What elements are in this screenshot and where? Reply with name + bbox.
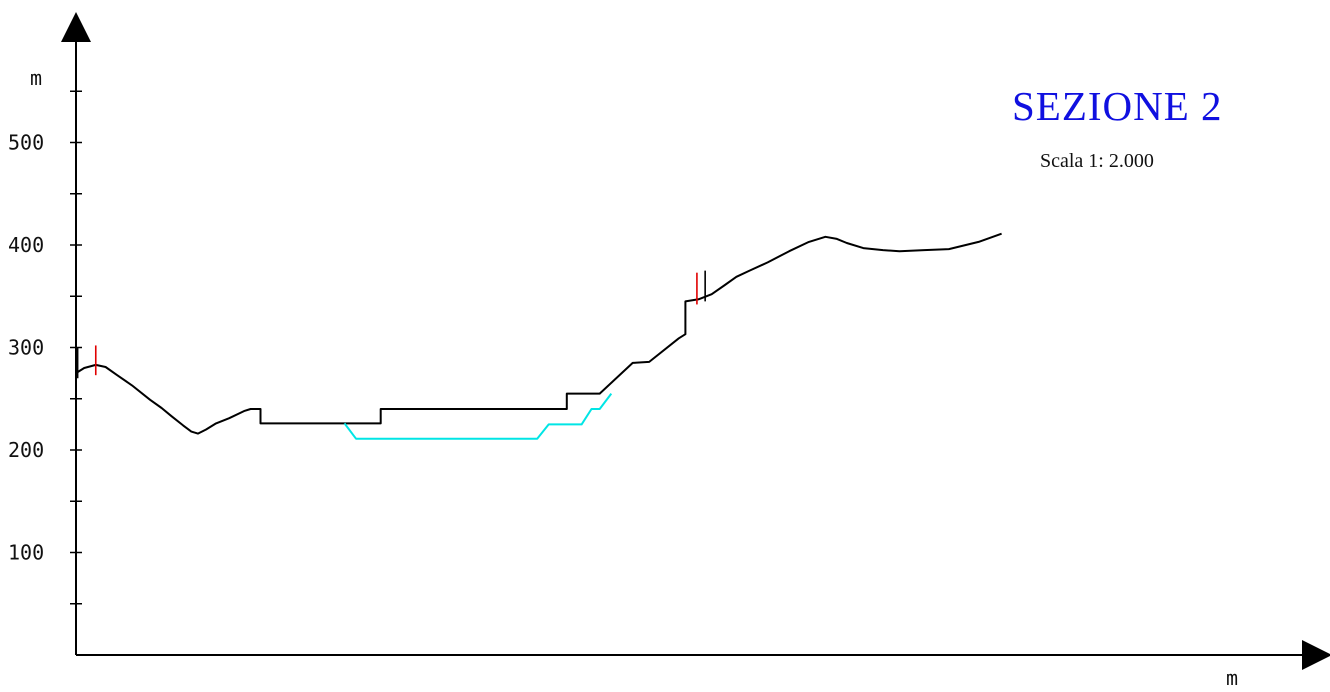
y-tick-label: 100 [8, 541, 44, 565]
y-axis-unit: m [30, 66, 42, 90]
y-tick-label: 300 [8, 336, 44, 360]
y-axis-arrow-icon [61, 12, 91, 42]
x-axis-arrow-icon [1302, 640, 1330, 670]
y-tick-label: 200 [8, 438, 44, 462]
scale-label: Scala 1: 2.000 [1040, 150, 1154, 172]
section-title: SEZIONE 2 [1012, 83, 1223, 129]
excavation-profile-line [343, 392, 613, 440]
y-tick-label: 500 [8, 131, 44, 155]
x-axis-unit: m [1226, 666, 1238, 687]
y-ticks [70, 90, 82, 605]
y-tick-labels: 100 200 300 400 500 [8, 131, 44, 565]
marker-layer [76, 270, 706, 379]
y-tick-label: 400 [8, 233, 44, 257]
series-layer [75, 232, 1002, 440]
terrain-profile-line [75, 232, 1002, 435]
